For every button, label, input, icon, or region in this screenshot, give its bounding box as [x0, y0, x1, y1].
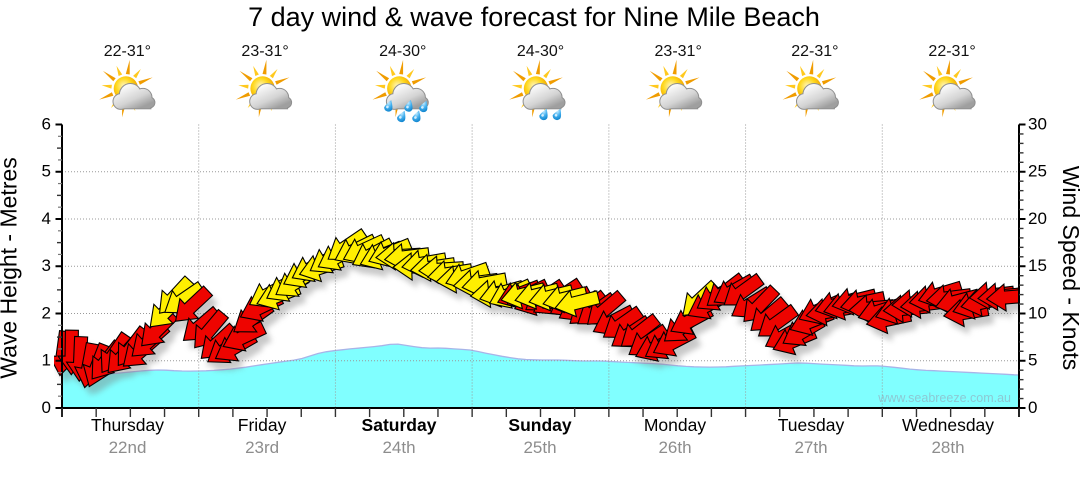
svg-text:Thursday: Thursday: [91, 415, 164, 435]
svg-text:2: 2: [42, 303, 51, 322]
svg-text:5: 5: [42, 162, 51, 181]
svg-text:6: 6: [42, 114, 51, 133]
svg-text:www.seabreeze.com.au: www.seabreeze.com.au: [877, 391, 1011, 405]
svg-text:24-30°: 24-30°: [517, 43, 564, 60]
svg-text:22-31°: 22-31°: [791, 43, 838, 60]
svg-text:Wednesday: Wednesday: [902, 415, 994, 435]
svg-text:Sunday: Sunday: [508, 415, 571, 435]
svg-text:1: 1: [42, 351, 51, 370]
svg-text:0: 0: [42, 398, 51, 417]
svg-text:22-31°: 22-31°: [928, 43, 975, 60]
svg-text:26th: 26th: [658, 438, 691, 457]
svg-text:0: 0: [1028, 398, 1037, 417]
svg-text:20: 20: [1028, 209, 1047, 228]
svg-text:27th: 27th: [794, 438, 827, 457]
svg-text:3: 3: [42, 256, 51, 275]
svg-text:25: 25: [1028, 162, 1047, 181]
svg-text:10: 10: [1028, 303, 1047, 322]
svg-text:23-31°: 23-31°: [241, 43, 288, 60]
svg-text:4: 4: [42, 209, 51, 228]
svg-text:Tuesday: Tuesday: [778, 415, 845, 435]
svg-text:5: 5: [1028, 351, 1037, 370]
svg-text:24-30°: 24-30°: [379, 43, 426, 60]
svg-text:30: 30: [1028, 114, 1047, 133]
svg-text:Wind Speed - Knots: Wind Speed - Knots: [1058, 166, 1080, 371]
svg-text:Saturday: Saturday: [362, 415, 437, 435]
svg-text:Friday: Friday: [238, 415, 287, 435]
svg-text:23-31°: 23-31°: [655, 43, 702, 60]
svg-text:24th: 24th: [382, 438, 415, 457]
svg-text:15: 15: [1028, 256, 1047, 275]
svg-text:23rd: 23rd: [245, 438, 279, 457]
svg-text:25th: 25th: [523, 438, 556, 457]
svg-text:22-31°: 22-31°: [104, 43, 151, 60]
svg-text:22nd: 22nd: [109, 438, 147, 457]
svg-text:Wave Height - Metres: Wave Height - Metres: [0, 157, 22, 379]
svg-text:Monday: Monday: [644, 415, 707, 435]
svg-text:28th: 28th: [931, 438, 964, 457]
svg-text:7 day wind & wave forecast for: 7 day wind & wave forecast for Nine Mile…: [248, 2, 820, 32]
